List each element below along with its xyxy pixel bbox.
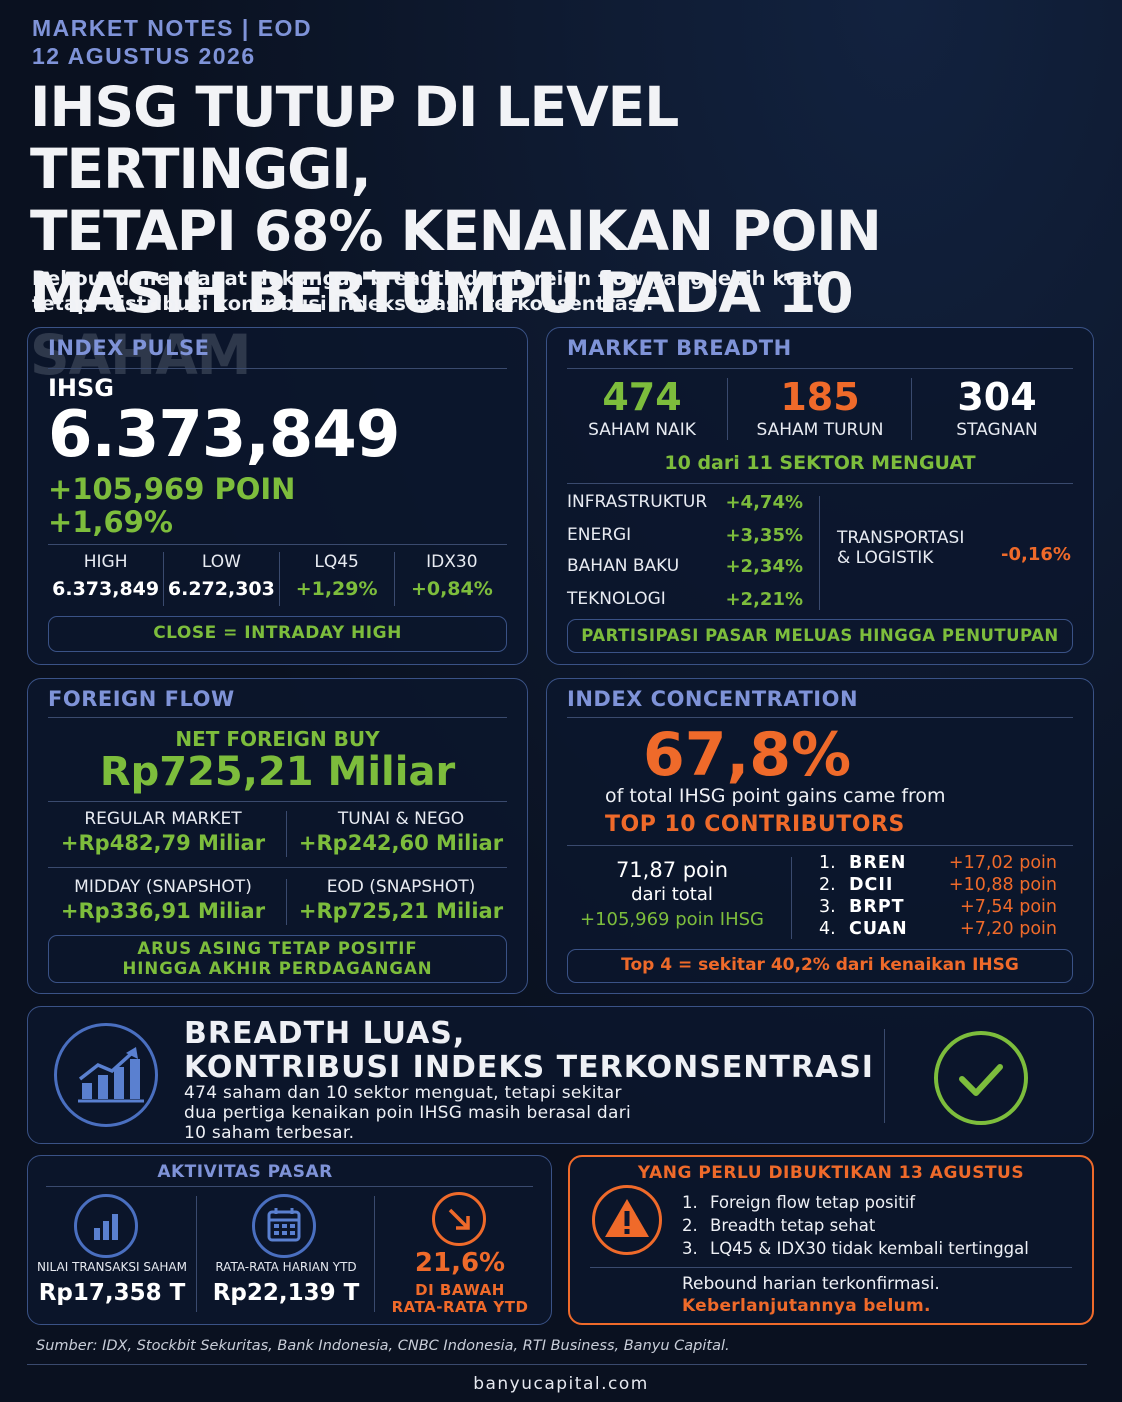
source-note: Sumber: IDX, Stockbit Sekuritas, Bank In…: [36, 1338, 730, 1354]
panel-title: FOREIGN FLOW: [48, 687, 235, 711]
stat-lq45: LQ45 +1,29%: [278, 552, 394, 606]
midday-flow: MIDDAY (SNAPSHOT) +Rp336,91 Miliar: [60, 877, 266, 923]
ytd-diff-pct: 21,6%: [414, 1248, 506, 1278]
contributor-row: 4. CUAN +7,20 poin: [819, 919, 1057, 939]
concentration-desc: of total IHSG point gains came from: [605, 785, 946, 807]
panel-title: MARKET BREADTH: [567, 336, 792, 360]
stat-low: LOW 6.272,303: [163, 552, 278, 606]
ytd-average-label: RATA-RATA HARIAN YTD: [215, 1260, 357, 1274]
watch-conclusion: Rebound harian terkonfirmasi.: [682, 1274, 940, 1294]
index-pulse-panel: INDEX PULSE IHSG 6.373,849 +105,969 POIN…: [27, 327, 528, 665]
subheadline-line: tetapi distribusi kontribusi indeks masi…: [32, 292, 654, 315]
contributor-list: 1. BREN +17,02 poin 2. DCII +10,88 poin 3. BR…: [819, 853, 1057, 941]
sector-up-list: INFRASTRUKTUR +4,74% ENERGI +3,35% BAHAN B…: [567, 492, 803, 619]
index-change-pct: +1,69%: [48, 505, 173, 539]
market-activity-panel: AKTIVITAS PASAR NILAI TRANSAKSI SAHAM Rp…: [27, 1155, 552, 1325]
headline-line: TETAPI 68% KENAIKAN POIN: [30, 199, 882, 263]
watch-item: 1. Foreign flow tetap positif: [682, 1193, 916, 1212]
bar-chart-icon: [74, 1194, 138, 1258]
stat-idx30: IDX30 +0,84%: [393, 552, 509, 606]
subheadline: Rebound mendapat dukungan breadth dan fo…: [32, 266, 829, 316]
report-type: MARKET NOTES | EOD: [32, 15, 313, 41]
watch-list: 1. Foreign flow tetap positif 2. Breadth t…: [682, 1191, 1029, 1260]
sector-row: TEKNOLOGI +2,21%: [567, 589, 803, 610]
index-stats: HIGH 6.373,849 LOW 6.272,303 LQ45 +1,29%…: [48, 552, 509, 606]
unchanged: 304 STAGNAN: [956, 375, 1038, 440]
watch-item: 2. Breadth tetap sehat: [682, 1216, 876, 1235]
watch-conclusion-warning: Keberlanjutannya belum.: [682, 1296, 931, 1316]
ytd-diff-label: DI BAWAH RATA-RATA YTD: [391, 1281, 529, 1316]
watch-item: 3. LQ45 & IDX30 tidak kembali tertinggal: [682, 1239, 1029, 1258]
panel-title: YANG PERLU DIBUKTIKAN 13 AGUSTUS: [637, 1163, 1025, 1183]
ytd-average: Rp22,139 T: [212, 1280, 360, 1306]
concentration-note: Top 4 = sekitar 40,2% dari kenaikan IHSG: [567, 949, 1073, 983]
foreign-flow-note: ARUS ASING TETAP POSITIF HINGGA AKHIR PE…: [48, 935, 507, 983]
net-foreign-value: Rp725,21 Miliar: [99, 749, 456, 795]
top10-total: 71,87 poin dari total +105,969 poin IHSG: [579, 858, 765, 930]
summary-body: 474 saham dan 10 sektor menguat, tetapi …: [184, 1083, 632, 1143]
report-kicker: MARKET NOTES | EOD 12 AGUSTUS 2026: [32, 14, 312, 70]
arrow-down-right-icon: [432, 1192, 486, 1246]
panel-title: AKTIVITAS PASAR: [157, 1162, 333, 1182]
net-foreign-label: NET FOREIGN BUY: [175, 727, 380, 751]
foreign-flow-panel: FOREIGN FLOW NET FOREIGN BUY Rp725,21 Mi…: [27, 678, 528, 994]
calendar-icon: [252, 1194, 316, 1258]
watchlist-panel: YANG PERLU DIBUKTIKAN 13 AGUSTUS 1. Forei…: [568, 1155, 1094, 1325]
site-link[interactable]: banyucapital.com: [473, 1374, 649, 1394]
index-pulse-note: CLOSE = INTRADAY HIGH: [48, 616, 507, 652]
sector-row: BAHAN BAKU +2,34%: [567, 556, 803, 577]
contributor-row: 3. BRPT +7,54 poin: [819, 897, 1057, 917]
contributor-row: 1. BREN +17,02 poin: [819, 853, 1057, 873]
sector-summary: 10 dari 11 SEKTOR MENGUAT: [664, 452, 976, 474]
market-breadth-note: PARTISIPASI PASAR MELUAS HINGGA PENUTUPA…: [567, 619, 1073, 653]
transaction-value: Rp17,358 T: [38, 1280, 186, 1306]
sector-down: TRANSPORTASI & LOGISTIK: [837, 528, 965, 568]
advancers: 474 SAHAM NAIK: [588, 375, 696, 440]
index-concentration-panel: INDEX CONCENTRATION 67,8% of total IHSG …: [546, 678, 1094, 994]
warning-icon: [592, 1185, 662, 1255]
concentration-highlight: TOP 10 CONTRIBUTORS: [605, 812, 905, 837]
panel-title: INDEX PULSE: [48, 336, 210, 360]
sector-row: ENERGI +3,35%: [567, 525, 803, 546]
report-date: 12 AGUSTUS 2026: [32, 43, 256, 69]
summary-banner: BREADTH LUAS, KONTRIBUSI INDEKS TERKONSE…: [27, 1006, 1094, 1144]
check-icon: [934, 1031, 1028, 1125]
sector-down-value: -0,16%: [1001, 544, 1071, 565]
concentration-pct: 67,8%: [643, 720, 852, 790]
sector-row: INFRASTRUKTUR +4,74%: [567, 492, 803, 513]
contributor-row: 2. DCII +10,88 poin: [819, 875, 1057, 895]
subheadline-line: Rebound mendapat dukungan breadth dan fo…: [32, 267, 830, 290]
panel-title: INDEX CONCENTRATION: [567, 687, 859, 711]
stat-high: HIGH 6.373,849: [52, 552, 160, 600]
index-change-points: +105,969 POIN: [48, 472, 296, 506]
decliners: 185 SAHAM TURUN: [756, 375, 884, 440]
nego-market: TUNAI & NEGO +Rp242,60 Miliar: [298, 809, 504, 855]
bar-chart-up-icon: [54, 1023, 158, 1127]
headline-line: IHSG TUTUP DI LEVEL TERTINGGI,: [30, 75, 679, 201]
summary-title: BREADTH LUAS, KONTRIBUSI INDEKS TERKONSE…: [184, 1016, 874, 1085]
eod-flow: EOD (SNAPSHOT) +Rp725,21 Miliar: [298, 877, 504, 923]
regular-market: REGULAR MARKET +Rp482,79 Miliar: [60, 809, 266, 855]
index-value: 6.373,849: [48, 398, 400, 472]
market-breadth-panel: MARKET BREADTH 474 SAHAM NAIK 185 SAHAM …: [546, 327, 1094, 665]
transaction-value-label: NILAI TRANSAKSI SAHAM: [37, 1260, 187, 1274]
index-name: IHSG: [48, 374, 114, 402]
